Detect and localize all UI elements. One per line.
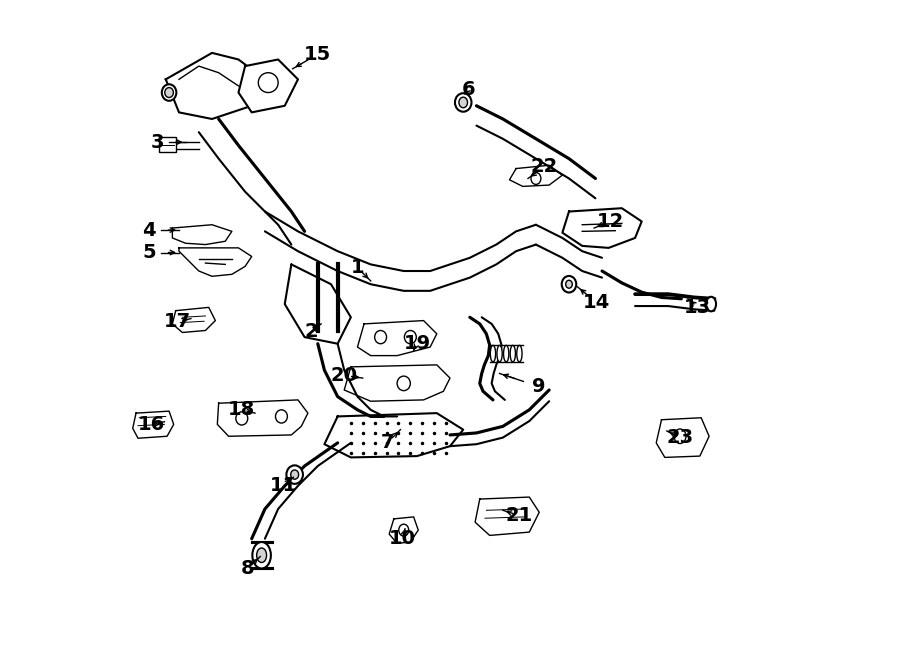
Ellipse shape	[497, 345, 502, 362]
Ellipse shape	[491, 345, 496, 362]
Text: 11: 11	[270, 477, 297, 495]
Ellipse shape	[404, 330, 417, 344]
Polygon shape	[238, 59, 298, 112]
Ellipse shape	[162, 84, 176, 100]
Polygon shape	[509, 165, 562, 186]
Ellipse shape	[706, 297, 716, 311]
Ellipse shape	[252, 542, 271, 568]
Ellipse shape	[258, 73, 278, 93]
Text: 15: 15	[304, 45, 331, 63]
Ellipse shape	[510, 345, 516, 362]
Ellipse shape	[566, 280, 572, 288]
Text: 14: 14	[583, 293, 610, 312]
Text: 6: 6	[462, 80, 475, 98]
Polygon shape	[357, 321, 436, 356]
Polygon shape	[562, 208, 642, 248]
Ellipse shape	[399, 524, 409, 536]
Text: 16: 16	[138, 415, 165, 434]
Text: 17: 17	[164, 313, 191, 331]
Polygon shape	[217, 400, 308, 436]
Ellipse shape	[674, 429, 686, 444]
Text: 3: 3	[151, 133, 165, 151]
Ellipse shape	[503, 345, 508, 362]
Ellipse shape	[236, 412, 248, 425]
Ellipse shape	[562, 276, 576, 292]
Text: 19: 19	[403, 334, 430, 353]
Text: 23: 23	[667, 428, 694, 447]
Ellipse shape	[531, 173, 541, 184]
Polygon shape	[475, 497, 539, 535]
Ellipse shape	[459, 97, 467, 108]
Ellipse shape	[517, 345, 522, 362]
Polygon shape	[132, 411, 174, 438]
Ellipse shape	[256, 548, 266, 563]
Ellipse shape	[291, 470, 299, 479]
Bar	[159, 137, 176, 152]
Text: 22: 22	[531, 157, 558, 176]
Polygon shape	[179, 248, 252, 276]
Ellipse shape	[397, 376, 410, 391]
Polygon shape	[389, 517, 419, 543]
Polygon shape	[284, 264, 351, 344]
Polygon shape	[166, 53, 265, 119]
Text: 20: 20	[330, 366, 357, 385]
Ellipse shape	[455, 93, 472, 112]
Text: 7: 7	[381, 434, 394, 452]
Text: 18: 18	[229, 401, 256, 419]
Text: 10: 10	[389, 529, 416, 548]
Text: 2: 2	[304, 323, 318, 341]
Text: 9: 9	[533, 377, 546, 396]
Text: 1: 1	[351, 258, 364, 277]
Text: 8: 8	[240, 559, 254, 578]
Ellipse shape	[275, 410, 287, 423]
Ellipse shape	[165, 87, 174, 97]
Polygon shape	[656, 418, 709, 457]
Text: 13: 13	[684, 298, 711, 317]
Polygon shape	[344, 365, 450, 401]
Text: 4: 4	[142, 221, 156, 239]
Text: 21: 21	[506, 506, 533, 525]
Ellipse shape	[374, 330, 386, 344]
Text: 12: 12	[597, 212, 624, 231]
Polygon shape	[324, 413, 464, 457]
Ellipse shape	[286, 465, 303, 484]
Polygon shape	[173, 225, 232, 245]
Polygon shape	[173, 307, 215, 332]
Text: 5: 5	[142, 243, 156, 262]
